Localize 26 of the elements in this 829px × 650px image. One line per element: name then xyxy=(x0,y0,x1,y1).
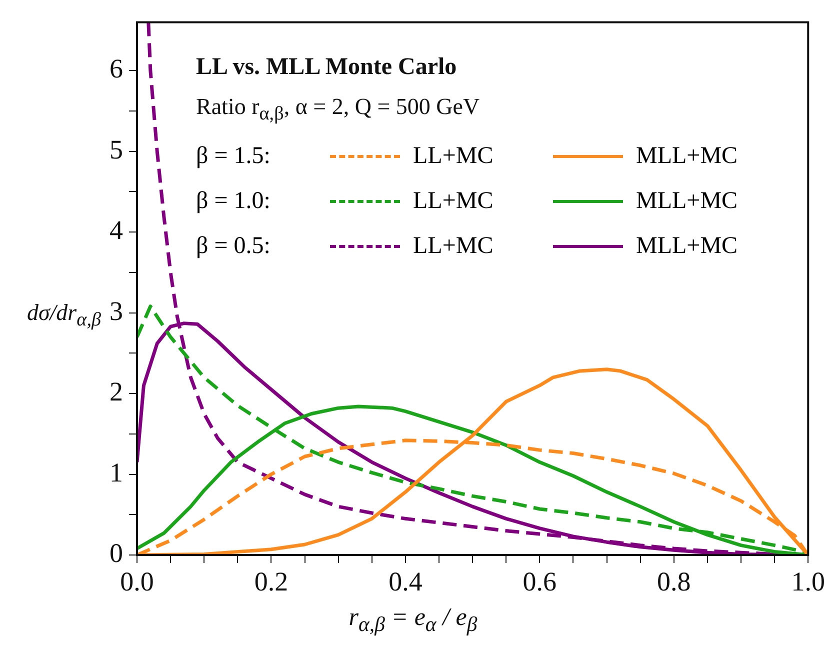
y-tick-label: 0 xyxy=(110,538,123,568)
y-tick-label: 2 xyxy=(110,376,123,407)
annotation: β = 1.0: xyxy=(196,188,272,215)
legend-label: LL+MC xyxy=(413,188,494,215)
annotation: β = 0.5: xyxy=(196,233,272,260)
x-tick-label: 1.0 xyxy=(791,566,825,596)
text: Ratio r$_{α,β}$, α = 2, Q = 500 GeV xyxy=(196,94,480,126)
y-tick-label: 4 xyxy=(110,215,124,246)
legend-label: LL+MC xyxy=(413,143,494,170)
x-axis-title: r$_{α,β}$ = e$_{α}$ / e$_{β}$ xyxy=(348,604,478,637)
y-tick-label: 3 xyxy=(110,296,123,326)
x-tick-label: 0.2 xyxy=(254,566,288,596)
annotation: β = 1.5: xyxy=(196,143,272,170)
y-axis-title: dσ/dr$_{α,β}$ xyxy=(26,300,102,331)
text: LL vs. MLL Monte Carlo xyxy=(196,54,457,81)
y-tick-label: 6 xyxy=(110,54,123,84)
legend-label: MLL+MC xyxy=(636,188,739,215)
x-tick-label: 0.4 xyxy=(388,566,423,596)
legend-label: MLL+MC xyxy=(636,233,739,260)
x-tick-label: 0.0 xyxy=(120,566,154,596)
legend-label: MLL+MC xyxy=(636,143,739,170)
x-tick-label: 0.8 xyxy=(657,566,691,596)
legend-label: LL+MC xyxy=(413,233,494,260)
y-tick-label: 1 xyxy=(110,457,123,488)
y-tick-label: 5 xyxy=(110,134,123,164)
x-tick-label: 0.6 xyxy=(522,566,557,596)
